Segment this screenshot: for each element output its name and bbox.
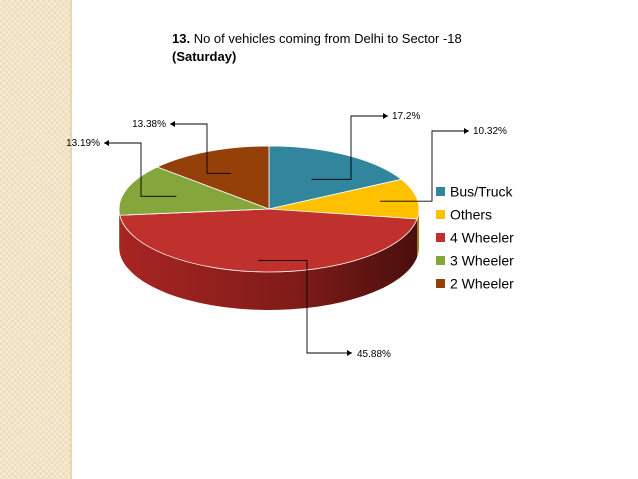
legend-swatch-3-wheeler: [436, 256, 445, 265]
pie-slice-3-wheeler: [118, 166, 270, 216]
pie-side-others: [417, 209, 419, 257]
decorative-side-stripe: [0, 0, 72, 479]
leader-lines: [104, 113, 469, 356]
pie-slice-4-wheeler: [119, 208, 418, 273]
title-subtitle: (Saturday): [172, 49, 237, 64]
data-label-bus-truck: 17.2%: [392, 111, 420, 122]
leader-line-3-wheeler: [104, 142, 177, 197]
leader-line-4-wheeler: [258, 259, 352, 354]
data-label-3-wheeler: 13.19%: [66, 138, 100, 149]
pie-slice-2-wheeler: [156, 145, 270, 210]
data-labels: 17.2% 10.32% 45.88% 13.19% 13.38%: [66, 111, 507, 360]
pie-side-4-wheeler: [119, 215, 418, 310]
leader-arrow-others: [464, 128, 469, 134]
pie-depth-layer: [119, 209, 419, 310]
legend-label-4-wheeler: 4 Wheeler: [450, 230, 514, 246]
legend-label-others: Others: [450, 207, 492, 223]
pie-slice-bus-truck: [268, 145, 403, 210]
legend-label-bus-truck: Bus/Truck: [450, 184, 513, 200]
legend-label-2-wheeler: 2 Wheeler: [450, 276, 514, 292]
leader-line-2-wheeler: [170, 123, 232, 174]
leader-arrow-bus-truck: [383, 113, 388, 119]
leader-arrow-3-wheeler: [104, 140, 109, 146]
legend: Bus/Truck Others 4 Wheeler 3 Wheeler 2 Wheel…: [436, 184, 514, 292]
legend-swatch-2-wheeler: [436, 279, 445, 288]
chart-title: 13. No of vehicles coming from Delhi to …: [172, 30, 572, 66]
pie-side-3-wheeler: [119, 209, 120, 254]
leader-arrow-2-wheeler: [170, 121, 175, 127]
data-label-others: 10.32%: [473, 126, 507, 137]
legend-label-3-wheeler: 3 Wheeler: [450, 253, 514, 269]
pie-slice-others: [268, 178, 420, 220]
legend-swatch-others: [436, 210, 445, 219]
title-text: No of vehicles coming from Delhi to Sect…: [193, 31, 462, 46]
leader-arrow-4-wheeler: [347, 350, 352, 356]
data-label-4-wheeler: 45.88%: [357, 349, 391, 360]
data-label-2-wheeler: 13.38%: [132, 119, 166, 130]
pie-top-layer: [118, 145, 420, 273]
leader-line-others: [379, 130, 469, 202]
leader-line-bus-truck: [311, 115, 388, 180]
title-number: 13.: [172, 31, 191, 46]
legend-swatch-4-wheeler: [436, 233, 445, 242]
legend-swatch-bus-truck: [436, 187, 445, 196]
